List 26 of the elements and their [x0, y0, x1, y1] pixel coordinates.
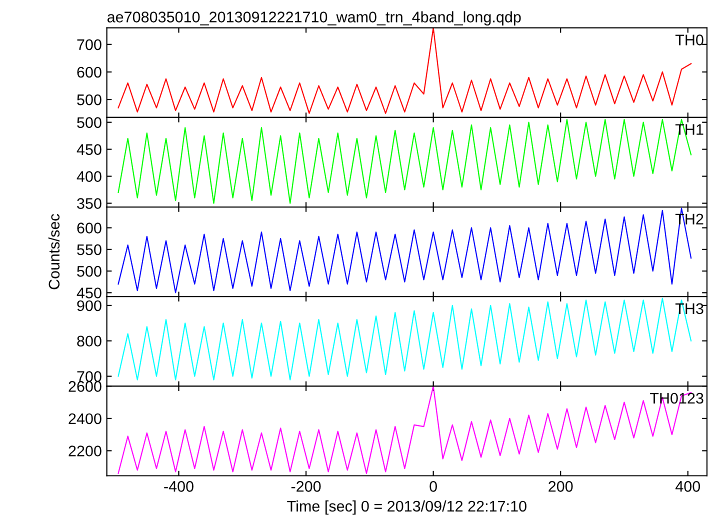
y-tick-label: 400: [76, 171, 102, 182]
y-tick-label: 2400: [68, 413, 102, 424]
x-tick-label: -200: [291, 481, 321, 492]
y-tick-label: 2200: [68, 446, 102, 456]
chart-title: ae708035010_20130912221710_wam0_trn_4band_long.qdp: [107, 11, 521, 26]
x-tick-label: 200: [548, 481, 573, 492]
y-tick-label: 350: [77, 198, 102, 209]
y-tick-label: 600: [77, 66, 102, 78]
y-tick-label: 500: [77, 117, 102, 128]
y-tick-label: 800: [77, 336, 102, 347]
y-tick-label: 2600: [68, 381, 102, 392]
y-tick-label: 500: [77, 266, 102, 277]
y-tick-label: 450: [76, 288, 102, 298]
x-tick-label: -400: [164, 481, 194, 492]
y-tick-label: 450: [76, 144, 102, 155]
y-axis-title: Counts/sec: [48, 214, 60, 290]
y-tick-label: 700: [77, 39, 102, 50]
x-axis-title: Time [sec] 0 = 2013/09/12 22:17:10: [287, 500, 526, 515]
y-tick-label: 600: [77, 222, 102, 234]
x-tick-label: 0: [430, 481, 437, 492]
series-label: TH0: [675, 34, 704, 46]
y-tick-label: 550: [77, 244, 102, 256]
x-tick-label: 400: [675, 481, 700, 492]
y-tick-label: 500: [77, 94, 102, 106]
y-tick-label: 700: [77, 371, 102, 382]
y-tick-label: 900: [77, 300, 102, 312]
